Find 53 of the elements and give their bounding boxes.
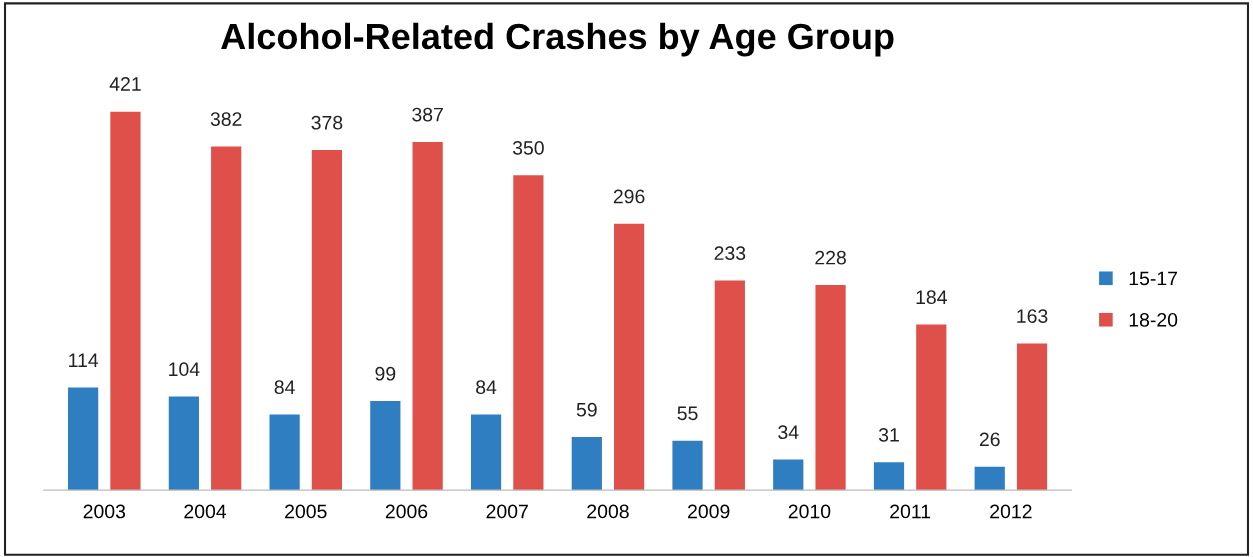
- x-tick-label: 2012: [990, 504, 1032, 519]
- bar: [211, 146, 242, 491]
- data-label: 421: [109, 77, 141, 91]
- bar: [974, 466, 1005, 491]
- bar: [110, 111, 141, 491]
- data-label: 26: [979, 432, 1000, 447]
- data-label: 55: [677, 406, 698, 421]
- data-label: 233: [714, 246, 746, 261]
- x-tick-label: 2004: [184, 504, 227, 519]
- bar: [672, 440, 703, 491]
- bar: [773, 459, 804, 491]
- data-label: 350: [512, 141, 544, 155]
- bar: [873, 462, 905, 491]
- bar: [513, 175, 544, 491]
- data-label: 387: [412, 107, 443, 122]
- bar: [68, 387, 99, 491]
- legend-label: 15-17: [1129, 271, 1178, 286]
- data-label: 228: [815, 250, 846, 265]
- data-label: 59: [576, 402, 597, 417]
- data-label: 99: [375, 366, 396, 381]
- legend-label: 18-20: [1129, 312, 1178, 327]
- data-label: 104: [169, 362, 200, 377]
- data-label: 84: [274, 380, 295, 395]
- bar: [815, 285, 846, 491]
- bar: [714, 280, 745, 491]
- bar: [571, 437, 602, 491]
- data-label: 114: [69, 353, 99, 367]
- bar: [370, 401, 401, 491]
- data-label: 84: [476, 380, 497, 395]
- data-label: 31: [878, 427, 899, 442]
- data-label: 296: [613, 189, 645, 204]
- x-tick-label: 2009: [688, 504, 730, 519]
- x-tick-label: 2003: [83, 504, 126, 519]
- data-label: 184: [916, 290, 947, 305]
- bar: [916, 324, 947, 491]
- data-label: 382: [210, 112, 242, 126]
- x-tick-label: 2011: [890, 504, 931, 519]
- bar: [311, 150, 343, 491]
- data-label: 163: [1017, 309, 1048, 323]
- bar: [1016, 343, 1048, 491]
- bar: [613, 223, 645, 491]
- data-label: 378: [311, 115, 343, 130]
- bar: [470, 414, 502, 491]
- x-tick-label: 2010: [788, 504, 831, 519]
- x-tick-label: 2006: [385, 504, 428, 519]
- x-tick-label: 2007: [486, 504, 528, 519]
- x-tick-label: 2008: [587, 504, 629, 519]
- bar: [168, 396, 199, 491]
- bar: [269, 414, 300, 491]
- data-label: 34: [778, 425, 799, 440]
- bar: [412, 141, 443, 491]
- chart-title: Alcohol-Related Crashes by Age Group: [221, 22, 894, 57]
- x-tick-label: 2005: [285, 504, 327, 519]
